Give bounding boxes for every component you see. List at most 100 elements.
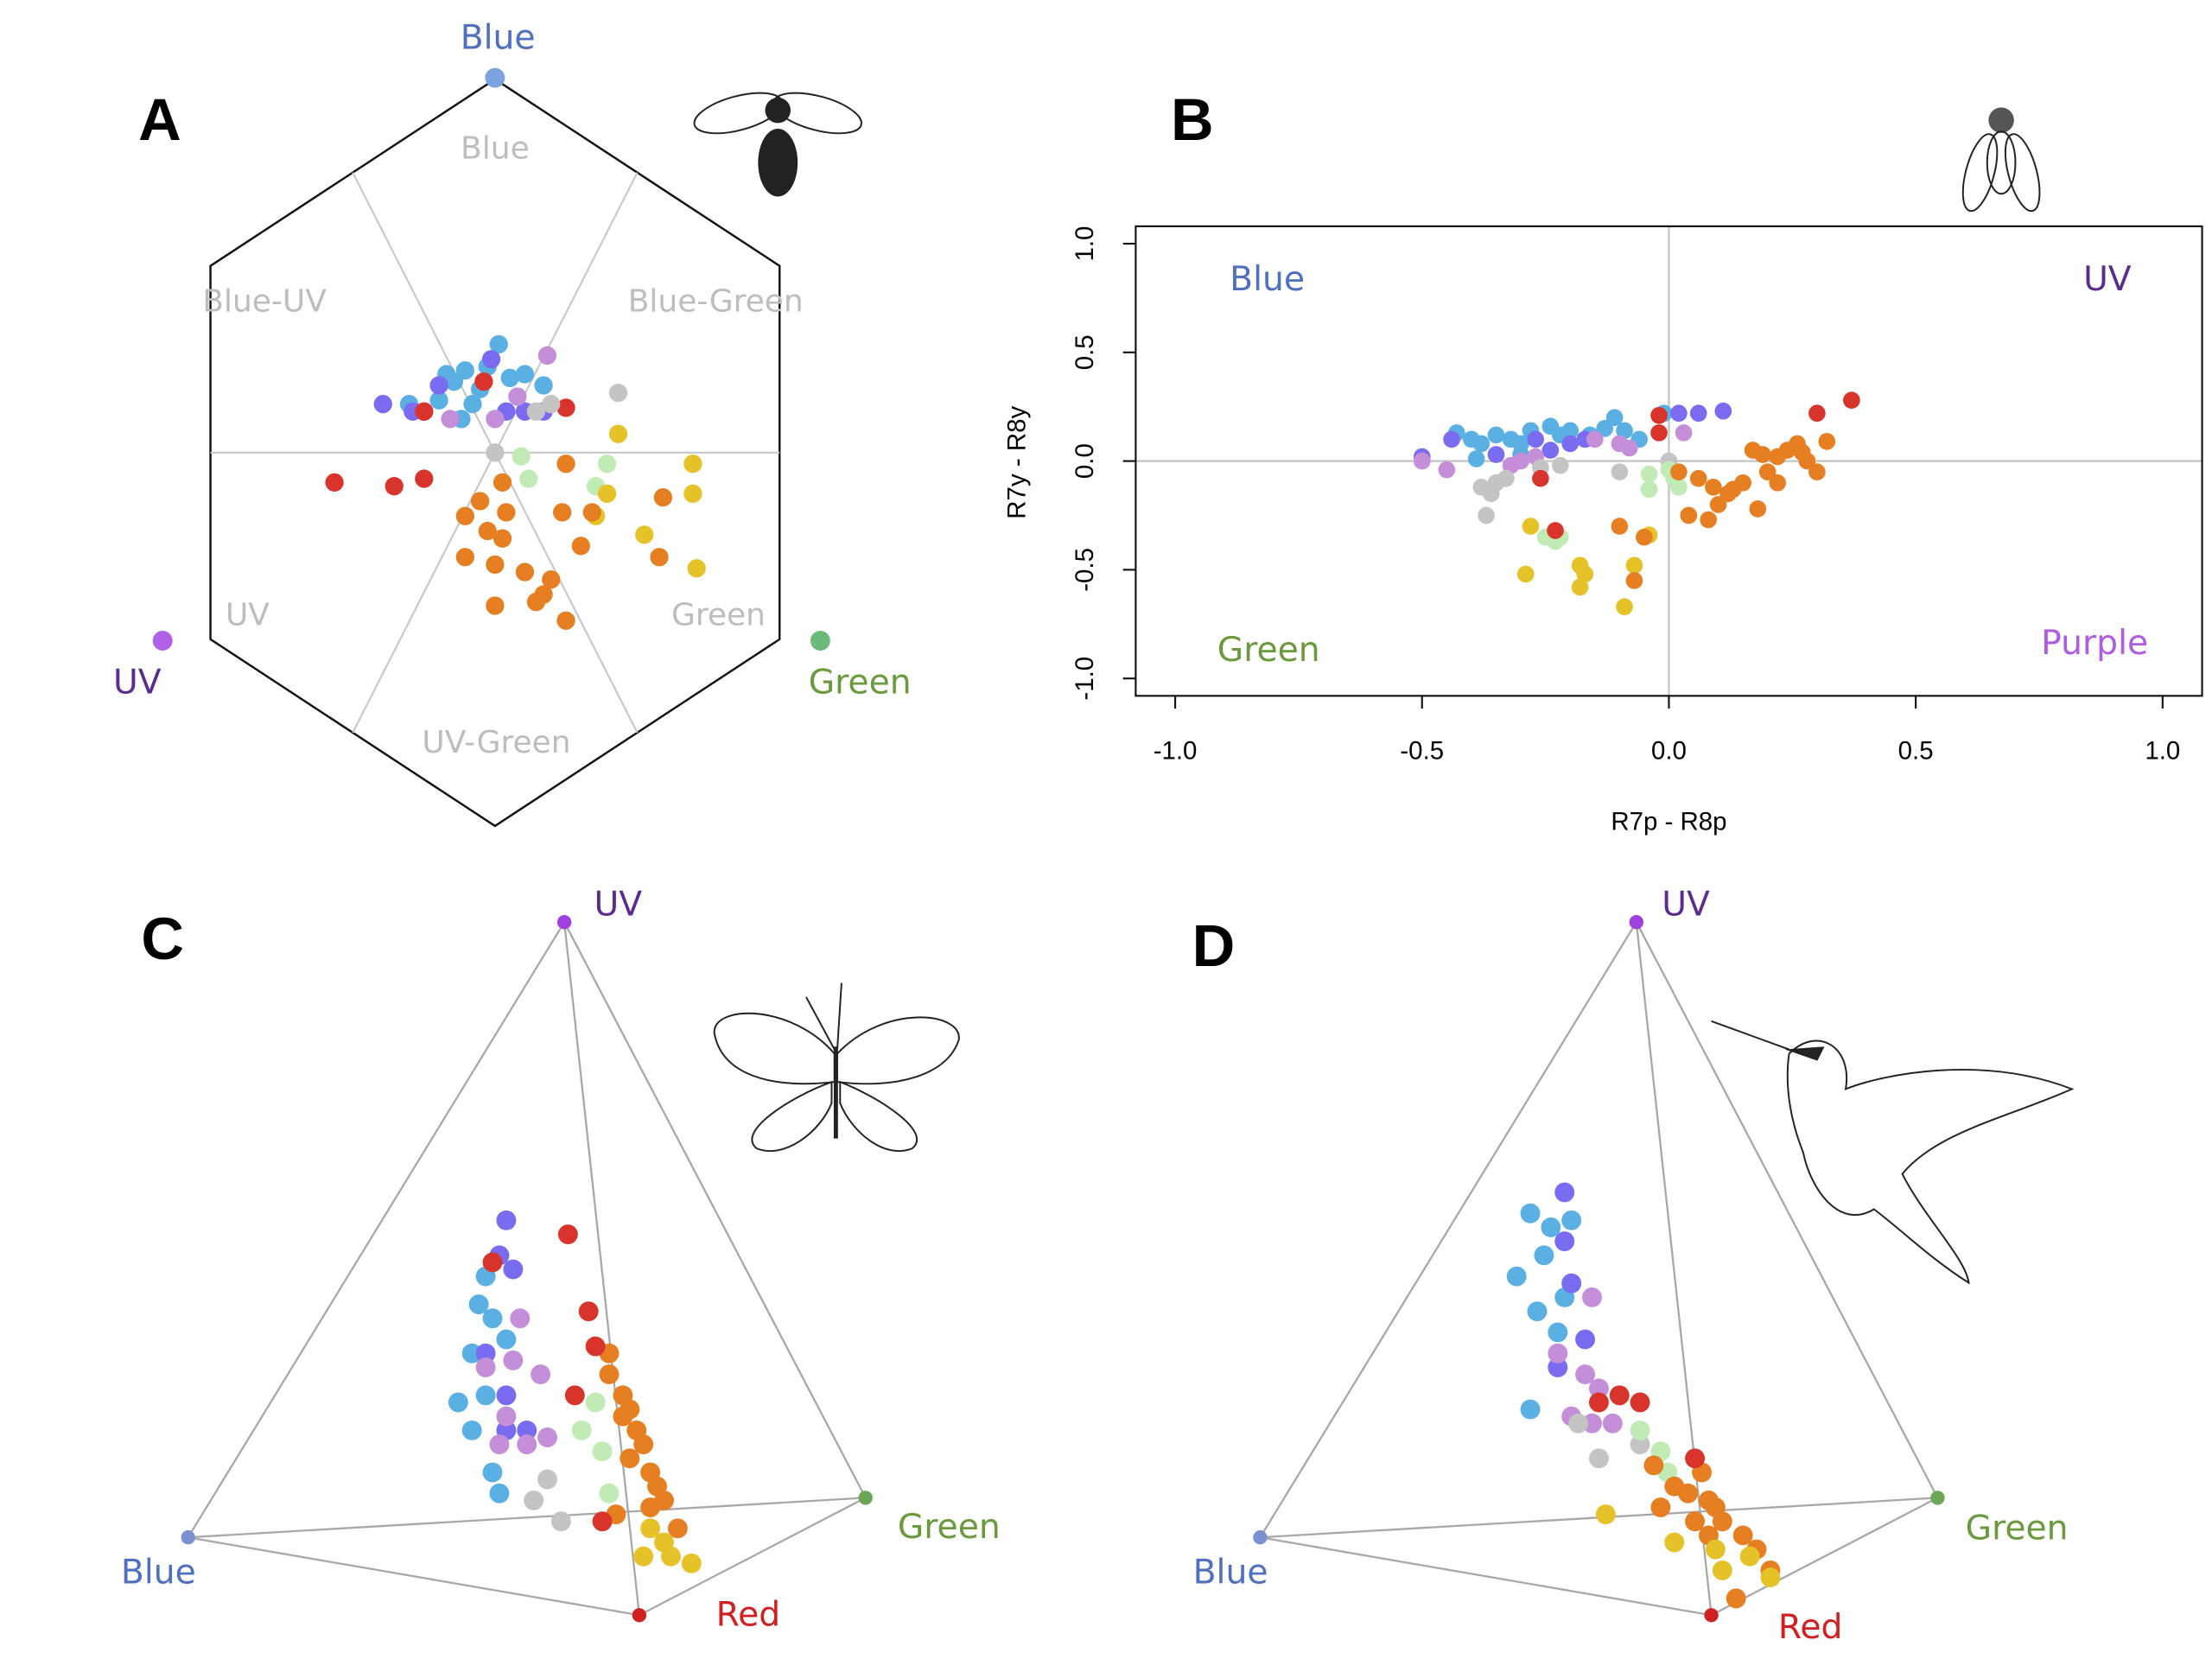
point [1548,1322,1568,1343]
point [503,1350,524,1370]
region-label: UV [226,598,270,633]
edge [1260,1536,1712,1617]
point [1413,452,1431,470]
point [608,424,628,443]
vertex-label: Blue [1193,1553,1268,1592]
vertex-dot [556,915,572,930]
vertex-label: Red [1778,1608,1843,1647]
point [1609,1385,1630,1406]
point [633,1546,654,1567]
point [1769,474,1786,492]
point [373,394,392,414]
edge [563,922,640,1616]
point [1472,435,1491,453]
point [441,410,460,429]
point [517,1434,537,1455]
point [1582,1287,1602,1307]
point [571,1420,592,1440]
point [578,1301,599,1322]
point [1467,450,1485,467]
point [1547,522,1564,539]
point [1620,439,1638,457]
point [534,376,553,395]
point [489,1483,510,1503]
point [597,484,617,503]
point [526,402,546,421]
vertex-dot [1930,1491,1945,1505]
point [660,1546,681,1567]
point [635,525,654,544]
point [1602,1413,1623,1433]
point [497,503,516,522]
point [486,443,505,462]
point [582,503,601,522]
point [1640,480,1658,499]
quadrant-label: Green [1217,631,1320,670]
point [1664,1532,1685,1553]
point [1714,402,1732,420]
point [1561,422,1580,440]
point [585,1392,606,1413]
point [1516,565,1535,583]
region-label: Blue-Green [628,283,804,319]
point [556,398,575,417]
vertex-dot [485,67,505,88]
hummingbird-icon [1711,1020,2075,1285]
point [1506,1266,1527,1287]
point [1650,1497,1671,1517]
point [1561,1273,1582,1294]
point [1758,463,1777,481]
point [1605,409,1624,427]
point [1561,1210,1582,1230]
point [550,1511,571,1532]
point [537,346,557,365]
point [687,559,706,578]
point [1630,1434,1650,1455]
point [1596,420,1614,437]
point [475,1385,496,1406]
point [1700,511,1717,529]
y-tick-label: 0.5 [1071,334,1099,370]
point [1520,1203,1541,1224]
point [1478,506,1495,524]
point [531,1364,551,1385]
point [653,488,672,507]
x-tick-label: -1.0 [1154,737,1198,766]
point [1670,404,1688,423]
point [1709,496,1727,513]
point [1680,506,1698,524]
point [1689,404,1707,423]
panel-letter: B [1171,86,1214,153]
point [1582,1413,1602,1433]
point [1548,1343,1568,1363]
x-axis-label: R7p - R8p [1611,807,1726,836]
point [542,570,561,589]
x-tick-label: 0.0 [1651,737,1687,766]
point [1739,1546,1760,1567]
point [1712,1560,1732,1580]
point [564,1385,585,1406]
point [493,529,512,548]
point [468,1294,489,1315]
point [592,1441,613,1462]
point [640,1497,661,1517]
point [486,596,505,615]
point [1611,518,1629,535]
point [1571,578,1589,596]
point [1487,446,1505,463]
point [1678,1483,1699,1503]
point [455,361,474,380]
point [486,410,505,429]
point [512,447,531,466]
point [553,503,572,522]
quadrant-label: Blue [1230,260,1305,299]
point [1541,442,1560,459]
point [1670,463,1688,481]
point [429,391,448,410]
point [1532,469,1549,487]
point [1630,1392,1650,1413]
point [1527,1301,1548,1322]
x-tick-label: 1.0 [2145,737,2180,766]
point [1520,1399,1541,1420]
region-label: UV-Green [422,725,570,760]
